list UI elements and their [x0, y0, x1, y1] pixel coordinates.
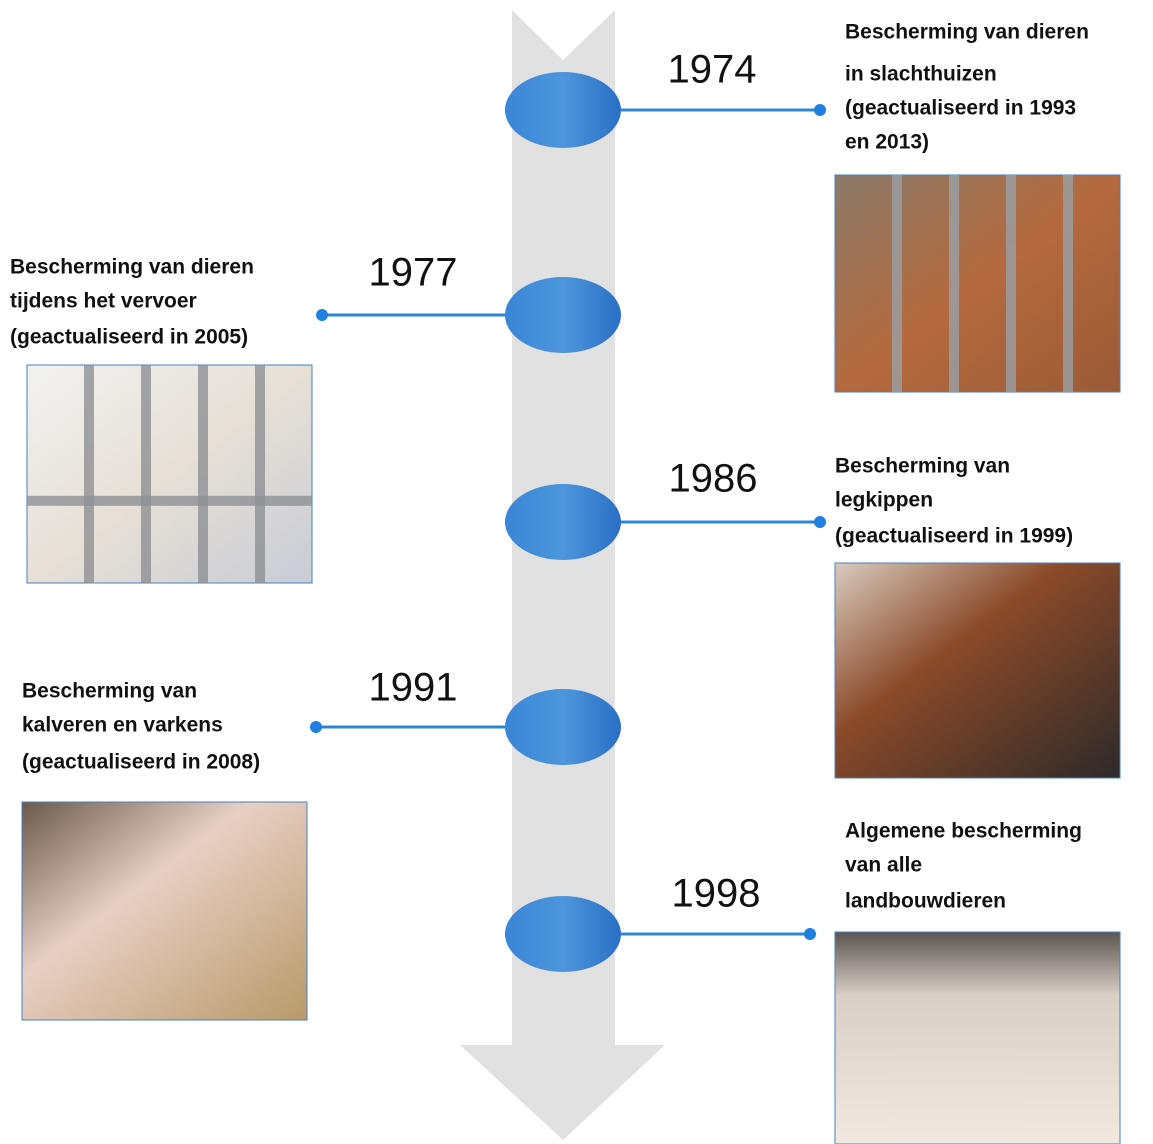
year-marker [505, 689, 621, 765]
event-label: (geactualiseerd in 2005) [10, 326, 248, 349]
photo-bar [1063, 175, 1073, 392]
event-label: legkippen [835, 489, 933, 512]
connector-dot [814, 104, 826, 116]
connector-dot [316, 309, 328, 321]
event-label: Bescherming van [835, 455, 1010, 478]
event-label: (geactualiseerd in 1993 [845, 97, 1076, 120]
photo-bar [949, 175, 959, 392]
connector-dot [814, 516, 826, 528]
photo-bar [27, 496, 312, 506]
photo-bar [1006, 175, 1016, 392]
year: 1974 [668, 48, 757, 92]
photo [835, 563, 1120, 778]
event-label: Bescherming van dieren [10, 256, 254, 279]
event-label: kalveren en varkens [22, 714, 223, 737]
photo-bar [892, 175, 902, 392]
event-label: (geactualiseerd in 2008) [22, 751, 260, 774]
photo [835, 932, 1120, 1144]
photo-bar [141, 365, 151, 583]
connector-dot [310, 721, 322, 733]
year: 1977 [369, 251, 458, 295]
year: 1998 [672, 872, 761, 916]
photo-bar [198, 365, 208, 583]
photo [835, 175, 1120, 392]
event-label: tijdens het vervoer [10, 290, 197, 313]
event-label: Bescherming van dieren [845, 21, 1089, 44]
year-marker [505, 896, 621, 972]
year-marker [505, 484, 621, 560]
year: 1991 [369, 666, 458, 710]
event-label: (geactualiseerd in 1999) [835, 525, 1073, 548]
photo-bar [84, 365, 94, 583]
connector-dot [804, 928, 816, 940]
event-label: Bescherming van [22, 680, 197, 703]
year-marker [505, 277, 621, 353]
photo [27, 365, 312, 583]
timeline: 1974 Bescherming van dieren in slachthuize… [0, 0, 1153, 1144]
event-label: van alle [845, 854, 922, 877]
event-label: Algemene bescherming [845, 820, 1082, 843]
photo-bar [255, 365, 265, 583]
year-marker [505, 72, 621, 148]
event-label: en 2013) [845, 131, 929, 154]
year: 1986 [669, 457, 758, 501]
event-label: in slachthuizen [845, 63, 997, 86]
event-label: landbouwdieren [845, 890, 1006, 913]
photo [22, 802, 307, 1020]
